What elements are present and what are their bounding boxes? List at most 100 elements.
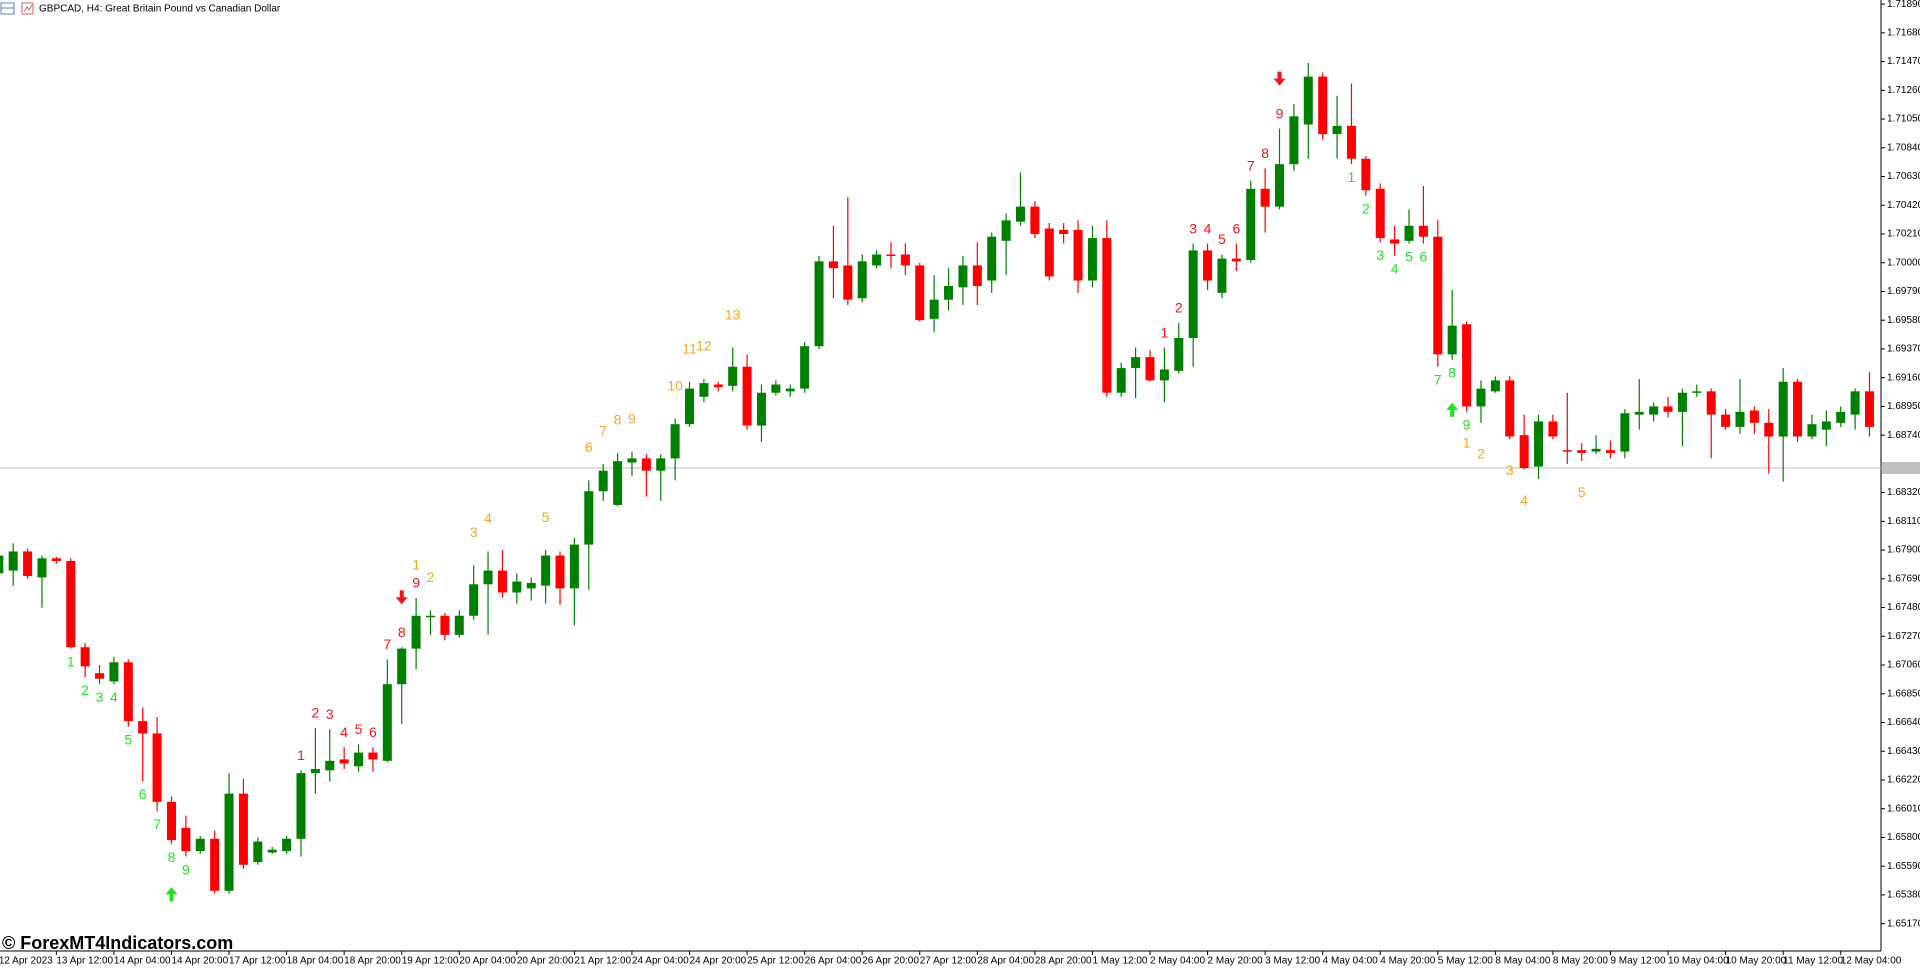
y-tick-label: 1.71470: [1887, 56, 1920, 67]
candle-body: [541, 555, 551, 586]
x-tick-label: 24 Apr 04:00: [632, 956, 689, 967]
x-tick-label: 20 Apr 20:00: [517, 956, 574, 967]
y-tick-label: 1.68320: [1887, 487, 1920, 498]
candle-body: [1059, 229, 1069, 234]
td-count: 9: [1276, 105, 1284, 121]
y-tick-label: 1.71260: [1887, 85, 1920, 96]
y-tick-label: 1.66010: [1887, 803, 1920, 814]
candle-body: [569, 544, 579, 589]
y-tick-label: 1.67270: [1887, 631, 1920, 642]
y-tick-label: 1.70630: [1887, 171, 1920, 182]
candle-body: [1764, 422, 1774, 437]
x-tick-label: 12 Apr 2023: [0, 956, 53, 967]
candle-body: [756, 392, 766, 426]
x-tick-label: 5 May 12:00: [1438, 956, 1493, 967]
candle-body: [1749, 410, 1759, 423]
candle-body: [181, 827, 191, 852]
candle-body: [1649, 406, 1659, 415]
candle-body: [325, 760, 335, 771]
candle-body: [1793, 381, 1803, 437]
candle-body: [440, 615, 450, 635]
candle-body: [1548, 421, 1558, 437]
candle-body: [598, 470, 608, 492]
x-tick-label: 8 May 20:00: [1553, 956, 1608, 967]
candle-body: [1433, 236, 1443, 355]
td-count: 7: [383, 636, 391, 652]
td-count: 9: [412, 575, 420, 591]
candle-body: [1591, 448, 1601, 452]
td-count: 4: [340, 724, 348, 740]
x-tick-label: 18 Apr 20:00: [344, 956, 401, 967]
candle-body: [915, 265, 925, 321]
td-count: 1: [67, 653, 75, 669]
x-tick-label: 21 Apr 12:00: [574, 956, 631, 967]
y-tick-label: 1.67690: [1887, 573, 1920, 584]
candle-body: [814, 261, 824, 347]
candle-body: [238, 793, 248, 865]
x-tick-label: 26 Apr 20:00: [862, 956, 919, 967]
candle-body: [210, 838, 220, 891]
candle-body: [857, 261, 867, 299]
td-count: 1: [1463, 435, 1471, 451]
candle-body: [1735, 411, 1745, 427]
candle-body: [1865, 391, 1874, 427]
td-count: 1: [1160, 324, 1168, 340]
candle-body: [1375, 188, 1385, 239]
candle-body: [1447, 325, 1457, 355]
x-tick-label: 17 Apr 12:00: [229, 956, 286, 967]
td-count: 5: [542, 509, 550, 525]
candle-body: [656, 458, 666, 471]
td-count: 2: [311, 705, 319, 721]
y-tick-label: 1.65800: [1887, 832, 1920, 843]
icon-chart-line: [23, 4, 33, 13]
candle-body: [1620, 413, 1630, 452]
y-tick-label: 1.71680: [1887, 27, 1920, 38]
candle-body: [972, 265, 982, 286]
candle-body: [1303, 76, 1313, 125]
candle-body: [1534, 421, 1544, 467]
td-count: 3: [1376, 247, 1384, 263]
x-tick-label: 10 May 04:00: [1668, 956, 1729, 967]
chart-title: GBPCAD, H4: Great Britain Pound vs Canad…: [39, 4, 281, 15]
td-count: 8: [614, 412, 622, 428]
sell-arrow: [395, 590, 408, 605]
x-tick-label: 4 May 04:00: [1323, 956, 1378, 967]
td-count: 5: [1405, 248, 1413, 264]
candle-body: [497, 570, 507, 593]
td-count: 8: [398, 624, 406, 640]
x-tick-label: 27 Apr 12:00: [920, 956, 977, 967]
x-tick-label: 1 May 12:00: [1092, 956, 1147, 967]
candle-body: [771, 384, 781, 393]
td-count: 11: [682, 340, 697, 356]
candle-body: [95, 673, 105, 679]
y-tick-label: 1.68950: [1887, 401, 1920, 412]
candle-body: [1634, 411, 1644, 415]
y-tick-label: 1.71050: [1887, 114, 1920, 125]
candle-body: [584, 491, 594, 545]
td-count: 2: [1362, 200, 1370, 216]
candle-body: [382, 684, 392, 761]
candle-body: [1318, 76, 1328, 135]
td-count: 3: [1506, 462, 1514, 478]
candle-body: [1275, 164, 1285, 207]
candle-body: [843, 265, 853, 300]
candle-body: [469, 584, 479, 616]
candle-body: [1001, 220, 1011, 241]
td-count: 5: [124, 731, 132, 747]
td-count: 8: [1261, 145, 1269, 161]
candle-body: [641, 458, 651, 471]
y-tick-label: 1.67480: [1887, 602, 1920, 613]
candle-body: [1418, 225, 1428, 237]
candle-body: [1203, 250, 1213, 281]
y-tick-label: 1.70840: [1887, 142, 1920, 153]
y-tick-label: 1.66640: [1887, 717, 1920, 728]
candle-body: [224, 793, 234, 891]
x-tick-label: 8 May 04:00: [1495, 956, 1550, 967]
candle-body: [1217, 258, 1227, 293]
candle-body: [987, 236, 997, 281]
candle-body: [1692, 391, 1702, 393]
td-count: 12: [696, 338, 712, 354]
x-tick-label: 25 Apr 12:00: [747, 956, 804, 967]
candle-body: [1476, 388, 1486, 407]
candle-body: [166, 801, 176, 841]
